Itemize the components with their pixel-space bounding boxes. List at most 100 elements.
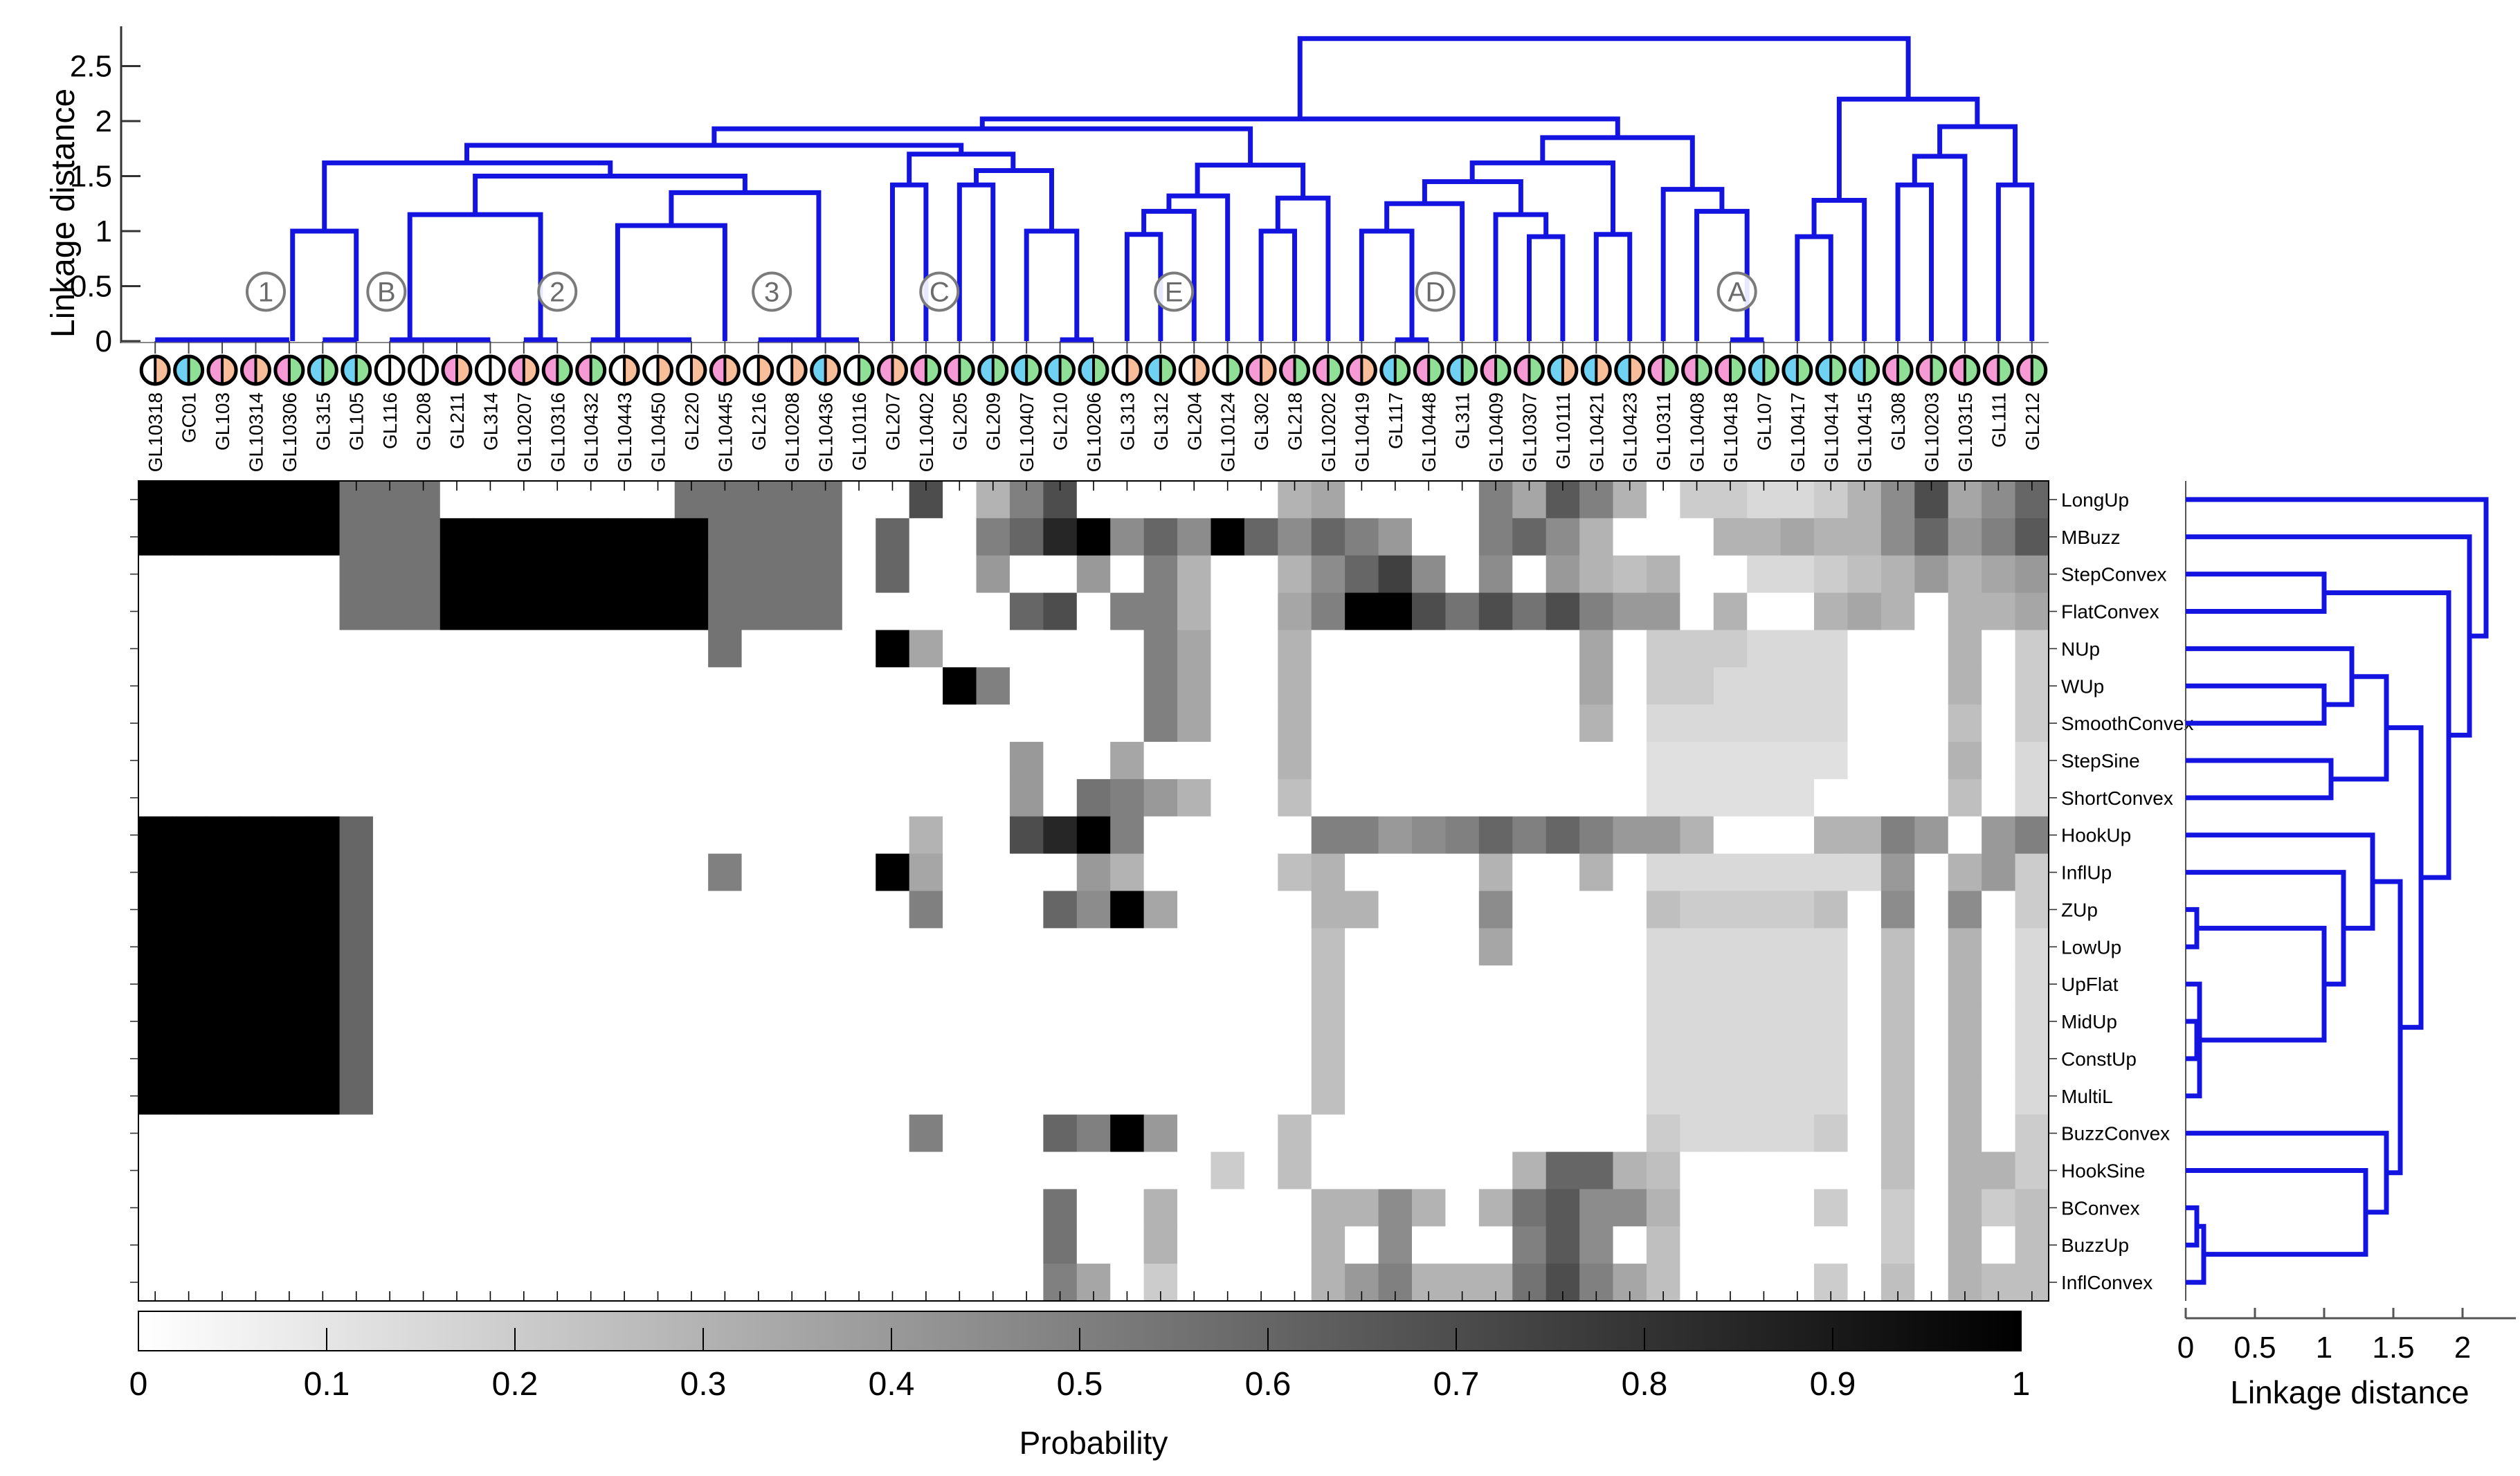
pie-marker xyxy=(1245,354,1277,386)
heatmap-cell xyxy=(1211,778,1245,817)
heatmap-cell xyxy=(372,816,407,855)
heatmap-cell xyxy=(406,555,441,594)
heatmap-cell xyxy=(507,778,541,817)
heatmap-cell xyxy=(473,1077,508,1115)
heatmap-cell xyxy=(708,816,743,855)
heatmap-cell xyxy=(541,816,575,855)
heatmap-cell xyxy=(1244,630,1278,668)
heatmap-cell xyxy=(842,853,876,892)
heatmap-cell xyxy=(808,704,843,742)
heatmap-cell xyxy=(1412,1151,1447,1190)
heatmap-cell xyxy=(607,1114,642,1153)
heatmap-cell xyxy=(1412,555,1447,594)
heatmap-cell xyxy=(574,1151,608,1190)
heatmap-cell xyxy=(1076,778,1111,817)
heatmap-cell xyxy=(1244,928,1278,966)
heatmap-cell xyxy=(976,1189,1010,1227)
column-label: GL10402 xyxy=(916,392,937,472)
heatmap-cell xyxy=(1545,965,1580,1003)
pie-marker xyxy=(541,354,573,386)
heatmap-cell xyxy=(808,1189,843,1227)
dendrogram-link xyxy=(473,174,747,215)
y-axis-tick-label: 2 xyxy=(96,104,112,138)
heatmap-cell xyxy=(1412,630,1447,668)
heatmap-cell xyxy=(842,1226,876,1264)
heatmap-cell xyxy=(808,853,843,892)
heatmap-cell xyxy=(1847,778,1882,817)
heatmap-cell xyxy=(1177,630,1212,668)
pie-marker xyxy=(943,354,975,386)
heatmap-cell xyxy=(1278,518,1312,556)
heatmap-cell xyxy=(1345,518,1379,556)
heatmap-cell xyxy=(1914,1003,1949,1041)
heatmap-cell xyxy=(239,742,273,780)
heatmap-cell xyxy=(1009,592,1044,631)
column-label: GL210 xyxy=(1050,392,1071,450)
heatmap-cell xyxy=(574,1114,608,1153)
heatmap-cell xyxy=(473,1039,508,1078)
heatmap-cell xyxy=(1412,1039,1447,1078)
heatmap-cell xyxy=(641,518,676,556)
heatmap-cell xyxy=(473,1151,508,1190)
heatmap-cell xyxy=(1814,742,1849,780)
heatmap-cell xyxy=(172,1077,206,1115)
column-label: GL207 xyxy=(882,392,903,450)
heatmap-cell xyxy=(339,853,374,892)
heatmap-cell xyxy=(473,518,508,556)
heatmap-cell xyxy=(1211,518,1245,556)
heatmap-cell xyxy=(1445,853,1480,892)
heatmap-cell xyxy=(1211,742,1245,780)
heatmap-cell xyxy=(641,1226,676,1264)
heatmap-cell xyxy=(775,853,810,892)
heatmap-cell xyxy=(1278,1003,1312,1041)
heatmap-cell xyxy=(1311,1039,1345,1078)
heatmap-cell xyxy=(1478,965,1513,1003)
heatmap-cell xyxy=(741,630,776,668)
dendrogram-link xyxy=(2386,725,2424,1030)
heatmap-cell xyxy=(1512,630,1547,668)
heatmap-cell xyxy=(1680,1226,1714,1264)
heatmap-cell xyxy=(1110,816,1145,855)
heatmap-cell xyxy=(842,1077,876,1115)
heatmap-cell xyxy=(1278,928,1312,966)
heatmap-cell xyxy=(1244,778,1278,817)
heatmap-cell xyxy=(541,891,575,929)
heatmap-cell xyxy=(674,891,709,929)
heatmap-cell xyxy=(1780,518,1815,556)
heatmap-cell xyxy=(775,891,810,929)
heatmap-cell xyxy=(1378,630,1413,668)
heatmap-cell xyxy=(1982,555,2016,594)
heatmap-cell xyxy=(1780,1039,1815,1078)
heatmap-cell xyxy=(1110,1077,1145,1115)
heatmap-cell xyxy=(842,742,876,780)
heatmap-cell xyxy=(541,965,575,1003)
heatmap-cell xyxy=(172,1151,206,1190)
heatmap-cell xyxy=(1880,1039,1915,1078)
heatmap-cell xyxy=(1747,1039,1782,1078)
pie-marker xyxy=(575,354,607,386)
heatmap-cell xyxy=(1914,816,1949,855)
pie-marker xyxy=(1580,354,1612,386)
heatmap-cell xyxy=(1512,1226,1547,1264)
heatmap-cell xyxy=(1177,704,1212,742)
heatmap-cell xyxy=(1880,816,1915,855)
heatmap-cell xyxy=(1545,1226,1580,1264)
column-label: GL117 xyxy=(1385,392,1406,449)
heatmap-cell xyxy=(205,592,239,631)
heatmap-cell xyxy=(239,1151,273,1190)
heatmap-cell xyxy=(541,742,575,780)
pie-marker xyxy=(1714,354,1746,386)
heatmap-cell xyxy=(574,853,608,892)
heatmap-cell xyxy=(507,1077,541,1115)
cluster-label-circle xyxy=(1154,271,1195,312)
heatmap-cell xyxy=(473,965,508,1003)
row-label: StepConvex xyxy=(2061,564,2167,585)
heatmap-cell xyxy=(674,816,709,855)
column-label: GL205 xyxy=(949,392,970,450)
heatmap-cell xyxy=(1512,555,1547,594)
heatmap-cell xyxy=(1043,592,1078,631)
heatmap-cell xyxy=(1278,1114,1312,1153)
heatmap-cell xyxy=(1211,816,1245,855)
heatmap-cell xyxy=(473,778,508,817)
heatmap-cell xyxy=(1814,1151,1849,1190)
